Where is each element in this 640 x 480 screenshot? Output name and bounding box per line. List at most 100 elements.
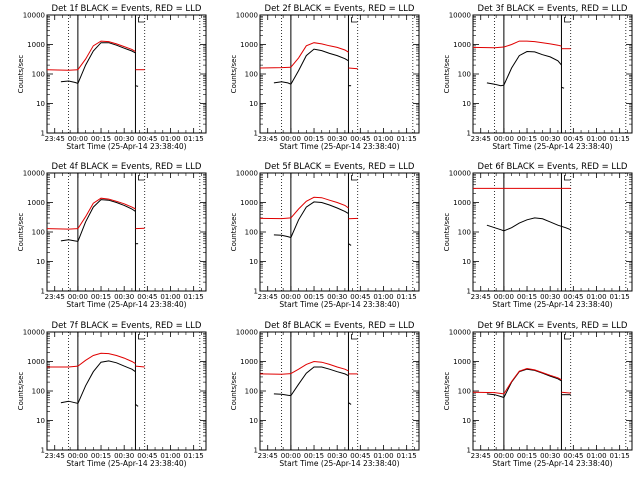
plot-frame	[259, 331, 420, 451]
y-tick-label: 10	[36, 100, 45, 108]
x-tick-label: 00:30	[114, 293, 134, 301]
lld-series-line	[77, 352, 136, 367]
x-tick-label: 01:00	[160, 452, 180, 460]
x-tick-label: 01:15	[184, 135, 204, 143]
x-tick-label: 00:00	[281, 293, 301, 301]
events-series-line	[290, 48, 349, 85]
lld-series-line	[77, 197, 136, 229]
y-tick-label: 10000	[449, 329, 471, 337]
x-tick-label: 00:15	[304, 135, 324, 143]
y-axis-label: Counts/sec	[17, 213, 25, 252]
x-tick-label: 23:45	[258, 135, 278, 143]
x-tick-label: 00:45	[563, 452, 583, 460]
x-tick-label: 00:30	[327, 452, 347, 460]
x-tick-label: 00:45	[563, 135, 583, 143]
y-tick-label: 10	[249, 100, 258, 108]
y-tick-label: 100	[458, 388, 471, 396]
x-tick-label: 23:45	[258, 293, 278, 301]
events-series-line	[273, 81, 292, 85]
x-tick-label: 01:00	[373, 452, 393, 460]
y-tick-label: 1000	[453, 199, 471, 207]
lld-series-line	[348, 67, 358, 70]
y-tick-label: 100	[32, 71, 45, 79]
x-tick-label: 00:45	[563, 293, 583, 301]
x-tick-label: 01:00	[586, 293, 606, 301]
events-series-line	[290, 366, 349, 396]
y-axis-label: Counts/sec	[230, 213, 238, 252]
y-tick-label: 1	[254, 130, 258, 138]
detector-panel: 1 10 100 1000 10000 23:45 00:00 00:15 00:30 00:45…	[230, 162, 420, 309]
lld-series-line	[503, 40, 562, 48]
x-tick-label: 01:15	[184, 293, 204, 301]
x-tick-label: 00:00	[281, 135, 301, 143]
events-series-line	[135, 404, 139, 407]
x-tick-label: 00:45	[350, 293, 370, 301]
x-tick-label: 01:00	[586, 135, 606, 143]
y-tick-label: 1000	[240, 358, 258, 366]
y-axis-label: Counts/sec	[17, 372, 25, 411]
x-tick-label: 00:45	[350, 135, 370, 143]
detector-panel: 1 10 100 1000 10000 23:45 00:00 00:15 00:30 00:45…	[230, 4, 420, 151]
x-tick-label: 23:45	[471, 293, 491, 301]
plot-frame	[472, 172, 633, 292]
y-tick-label: 10	[36, 417, 45, 425]
events-series-line	[77, 42, 136, 84]
y-tick-label: 10000	[23, 329, 45, 337]
x-tick-label: 00:45	[137, 293, 157, 301]
y-tick-label: 10000	[236, 170, 258, 178]
x-axis-label: Start Time (25-Apr-14 23:38:40)	[492, 459, 612, 468]
events-series-line	[60, 80, 79, 84]
x-tick-label: 01:15	[610, 135, 630, 143]
x-tick-label: 00:15	[517, 452, 537, 460]
y-tick-label: 10	[462, 258, 471, 266]
y-tick-label: 10	[462, 417, 471, 425]
bracket-mark	[351, 334, 358, 340]
bracket-mark	[138, 17, 145, 23]
x-tick-label: 23:45	[45, 135, 65, 143]
detector-panel: 1 10 100 1000 10000 23:45 00:00 00:15 00:30 00:45…	[17, 321, 207, 468]
bracket-mark	[564, 17, 571, 23]
y-tick-label: 10000	[23, 170, 45, 178]
x-tick-label: 01:00	[586, 452, 606, 460]
detector-panel: 1 10 100 1000 10000 23:45 00:00 00:15 00:30 00:45…	[443, 4, 633, 151]
y-tick-label: 10000	[23, 12, 45, 20]
y-tick-label: 1	[467, 288, 471, 296]
x-tick-label: 23:45	[471, 135, 491, 143]
x-tick-label: 23:45	[471, 452, 491, 460]
panel-title: Det 1f BLACK = Events, RED = LLD	[52, 4, 202, 14]
plot-frame	[472, 331, 633, 451]
plot-frame	[46, 172, 207, 292]
y-tick-label: 10000	[236, 329, 258, 337]
y-tick-label: 1	[254, 447, 258, 455]
events-series-line	[77, 199, 136, 242]
x-tick-label: 00:30	[540, 452, 560, 460]
plot-frame	[472, 14, 633, 134]
lld-series-line	[259, 66, 291, 69]
y-tick-label: 100	[245, 71, 258, 79]
y-tick-label: 1000	[27, 41, 45, 49]
x-tick-label: 00:15	[304, 452, 324, 460]
x-tick-label: 00:30	[327, 293, 347, 301]
x-tick-label: 00:45	[137, 452, 157, 460]
lld-series-line	[290, 42, 349, 68]
x-axis-label: Start Time (25-Apr-14 23:38:40)	[492, 142, 612, 151]
y-tick-label: 100	[32, 388, 45, 396]
lld-series-line	[290, 360, 349, 375]
y-tick-label: 1000	[27, 358, 45, 366]
events-series-line	[503, 50, 562, 86]
y-tick-label: 1	[41, 130, 45, 138]
panel-title: Det 4f BLACK = Events, RED = LLD	[52, 162, 202, 172]
x-tick-label: 01:00	[373, 135, 393, 143]
events-series-line	[77, 360, 136, 404]
y-tick-label: 10000	[236, 12, 258, 20]
y-tick-label: 100	[458, 229, 471, 237]
y-tick-label: 1	[254, 288, 258, 296]
lld-series-line	[561, 391, 571, 394]
x-axis-label: Start Time (25-Apr-14 23:38:40)	[279, 142, 399, 151]
y-tick-label: 1	[41, 288, 45, 296]
events-series-line	[486, 393, 505, 398]
x-tick-label: 00:00	[494, 452, 514, 460]
y-tick-label: 1000	[240, 199, 258, 207]
events-series-line	[348, 243, 352, 246]
x-tick-label: 00:00	[68, 293, 88, 301]
